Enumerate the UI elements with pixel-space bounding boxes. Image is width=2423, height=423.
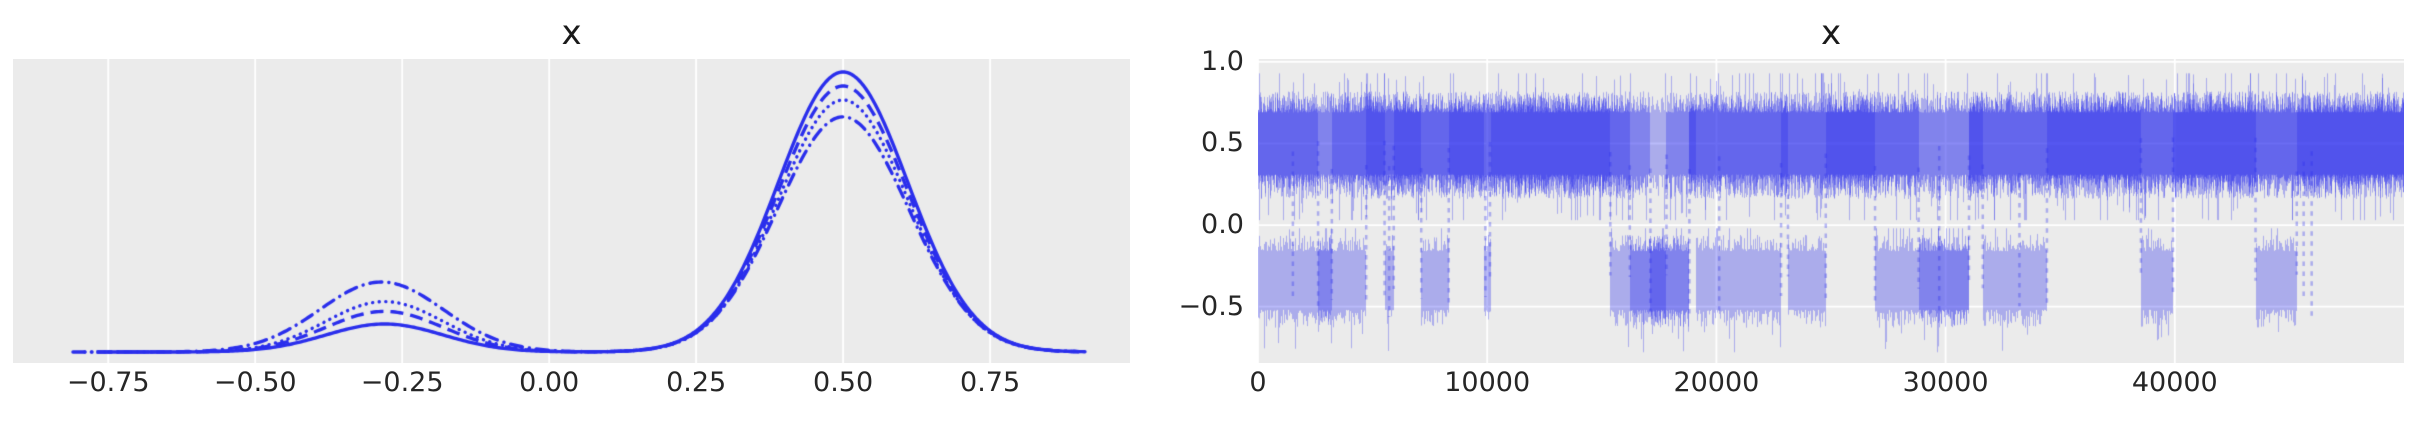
- x-tick-label: 0.50: [813, 367, 874, 398]
- x-tick-label: 20000: [1673, 367, 1760, 398]
- trace-axes: [1258, 59, 2404, 363]
- y-tick-label: 0.5: [1201, 127, 1244, 159]
- x-tick-label: −0.25: [360, 367, 444, 398]
- trace-plot-canvas: [1258, 59, 2404, 363]
- x-tick-label: 0.75: [960, 367, 1021, 398]
- y-tick-label: 0.0: [1201, 209, 1244, 241]
- y-tick-label: −0.5: [1178, 290, 1244, 322]
- density-plot-title: x: [561, 13, 582, 53]
- x-tick-label: 0: [1249, 367, 1267, 398]
- x-tick-label: 30000: [1902, 367, 1989, 398]
- x-tick-label: 10000: [1444, 367, 1531, 398]
- x-tick-label: −0.75: [66, 367, 150, 398]
- x-tick-label: 0.00: [519, 367, 580, 398]
- x-tick-label: 0.25: [666, 367, 727, 398]
- x-tick-label: 40000: [2131, 367, 2218, 398]
- density-plot-canvas: [13, 59, 1130, 363]
- y-tick-label: 1.0: [1201, 45, 1244, 77]
- trace-plot-title: x: [1820, 13, 1842, 53]
- x-tick-label: −0.50: [213, 367, 297, 398]
- density-axes: [13, 59, 1130, 363]
